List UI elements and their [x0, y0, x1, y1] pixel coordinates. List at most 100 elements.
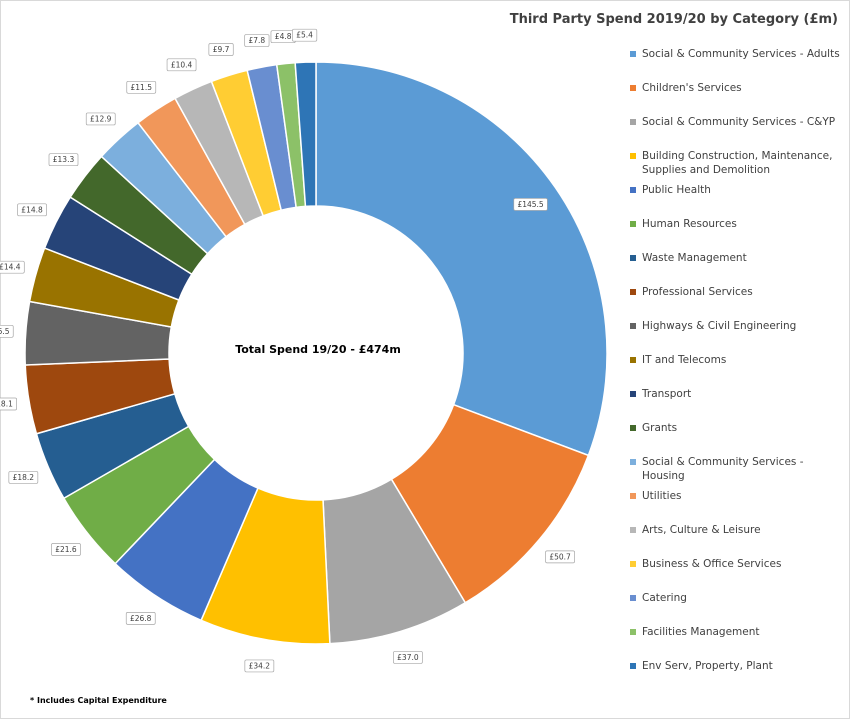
legend-item-13: Utilities	[630, 489, 842, 503]
data-label-16: £7.8	[244, 34, 270, 47]
data-label-box-6	[8, 471, 39, 484]
data-label-box-5	[51, 543, 81, 556]
data-label-text-2: £37.0	[397, 653, 419, 662]
data-label-7: £18.1	[0, 397, 17, 411]
data-label-text-15: £9.7	[213, 45, 230, 54]
legend-swatch-3	[630, 153, 636, 159]
data-label-box-13	[126, 80, 157, 94]
legend-label-12: Social & Community Services - Housing	[642, 456, 804, 482]
legend-label-13: Utilities	[642, 490, 682, 502]
legend-item-11: Grants	[630, 421, 842, 435]
legend-swatch-16	[630, 595, 636, 601]
legend-swatch-15	[630, 561, 636, 567]
data-label-text-4: £26.8	[130, 614, 152, 623]
data-label-12: £12.9	[85, 112, 116, 126]
legend-swatch-17	[630, 629, 636, 635]
legend-item-6: Waste Management	[630, 251, 842, 265]
data-label-text-0: £145.5	[517, 200, 543, 209]
data-label-box-9	[0, 260, 25, 274]
legend-swatch-0	[630, 51, 636, 57]
data-label-box-2	[393, 651, 423, 664]
legend-item-2: Social & Community Services - C&YP	[630, 115, 842, 129]
legend-label-2: Social & Community Services - C&YP	[642, 116, 836, 128]
legend-swatch-1	[630, 85, 636, 91]
legend-swatch-5	[630, 221, 636, 227]
data-label-2: £37.0	[393, 651, 423, 664]
data-label-14: £10.4	[166, 58, 197, 72]
legend-item-14: Arts, Culture & Leisure	[630, 523, 842, 537]
data-label-9: £14.4	[0, 260, 25, 274]
data-label-18: £5.4	[292, 28, 318, 42]
data-label-box-0	[513, 198, 548, 211]
data-label-box-3	[244, 659, 275, 673]
data-label-text-10: £14.8	[21, 205, 43, 214]
slice-18	[294, 61, 317, 208]
data-label-box-12	[85, 112, 116, 126]
data-label-text-9: £14.4	[0, 263, 21, 272]
legend-swatch-11	[630, 425, 636, 431]
legend-item-10: Transport	[630, 387, 842, 401]
legend-item-8: Highways & Civil Engineering	[630, 319, 842, 333]
legend-swatch-8	[630, 323, 636, 329]
legend-label-10: Transport	[642, 388, 692, 400]
legend-item-15: Business & Office Services	[630, 557, 842, 571]
legend-label-16: Catering	[642, 592, 687, 604]
legend-item-1: Children's Services	[630, 81, 842, 95]
legend-item-17: Facilities Management	[630, 625, 842, 639]
data-label-3: £34.2	[244, 659, 275, 673]
data-label-text-11: £13.3	[53, 155, 75, 164]
data-label-text-16: £7.8	[249, 36, 266, 45]
data-label-text-13: £11.5	[131, 83, 153, 92]
legend-label-4: Public Health	[642, 184, 711, 196]
data-label-box-18	[292, 28, 318, 42]
legend-item-18: Env Serv, Property, Plant	[630, 659, 842, 673]
data-label-box-14	[166, 58, 197, 72]
legend-label-6: Waste Management	[642, 252, 747, 264]
legend-label-0: Social & Community Services - Adults	[642, 48, 840, 60]
legend-label-14: Arts, Culture & Leisure	[642, 524, 761, 536]
legend-item-0: Social & Community Services - Adults	[630, 47, 842, 61]
legend-swatch-12	[630, 459, 636, 465]
data-label-6: £18.2	[8, 471, 39, 484]
legend-swatch-4	[630, 187, 636, 193]
legend-item-7: Professional Services	[630, 285, 842, 299]
legend-label-3: Building Construction, Maintenance, Supp…	[642, 150, 833, 176]
data-label-text-7: £18.1	[0, 400, 13, 409]
data-label-17: £4.8	[270, 30, 296, 44]
data-label-text-8: £16.5	[0, 327, 10, 336]
data-label-11: £13.3	[48, 153, 79, 167]
data-label-13: £11.5	[126, 80, 157, 94]
data-label-text-3: £34.2	[249, 661, 271, 670]
legend-swatch-10	[630, 391, 636, 397]
data-label-text-18: £5.4	[296, 31, 313, 40]
legend-label-1: Children's Services	[642, 82, 742, 94]
data-label-text-6: £18.2	[13, 473, 35, 482]
data-label-text-1: £50.7	[549, 552, 571, 561]
data-label-box-7	[0, 397, 17, 411]
chart-title: Third Party Spend 2019/20 by Category (£…	[509, 12, 838, 27]
center-total-label: Total Spend 19/20 - £474m	[235, 343, 401, 356]
legend-item-5: Human Resources	[630, 217, 842, 231]
data-label-0: £145.5	[513, 198, 548, 211]
legend-label-15: Business & Office Services	[642, 558, 782, 570]
legend-item-16: Catering	[630, 591, 842, 605]
legend-item-9: IT and Telecoms	[630, 353, 842, 367]
legend-item-4: Public Health	[630, 183, 842, 197]
data-label-box-16	[244, 34, 270, 47]
legend-swatch-18	[630, 663, 636, 669]
data-label-box-4	[125, 611, 156, 625]
legend-label-18: Env Serv, Property, Plant	[642, 660, 773, 672]
data-label-text-14: £10.4	[171, 60, 193, 69]
legend-swatch-7	[630, 289, 636, 295]
data-label-4: £26.8	[125, 611, 156, 625]
legend-item-12: Social & Community Services - Housing	[630, 455, 842, 483]
data-label-box-1	[545, 550, 575, 564]
data-label-8: £16.5	[0, 324, 14, 338]
legend-swatch-14	[630, 527, 636, 533]
legend-label-11: Grants	[642, 422, 678, 434]
slices-layer	[24, 61, 608, 645]
legend-swatch-6	[630, 255, 636, 261]
data-label-box-11	[48, 153, 79, 167]
data-label-10: £14.8	[17, 203, 47, 217]
data-label-15: £9.7	[208, 43, 234, 56]
